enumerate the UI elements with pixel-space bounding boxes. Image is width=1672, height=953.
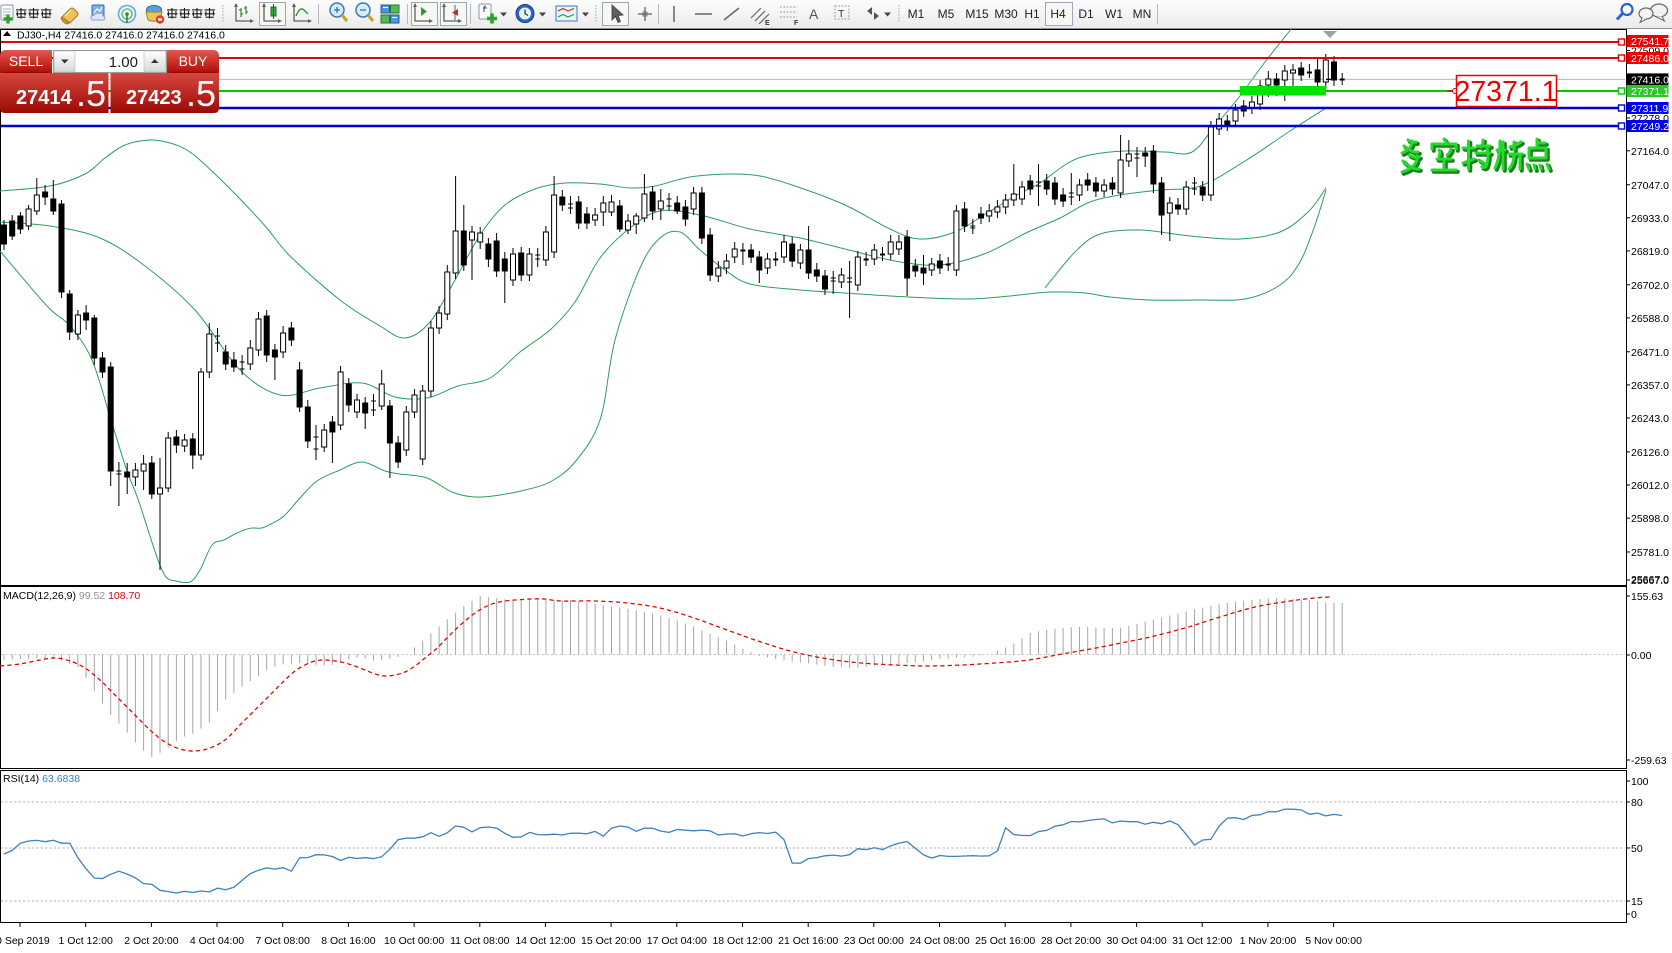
- svg-text:15 Oct 20:00: 15 Oct 20:00: [581, 935, 641, 947]
- svg-text:28 Oct 20:00: 28 Oct 20:00: [1041, 935, 1101, 947]
- svg-text:4 Oct 04:00: 4 Oct 04:00: [190, 935, 244, 947]
- svg-text:23 Oct 00:00: 23 Oct 00:00: [844, 935, 904, 947]
- svg-text:14 Oct 12:00: 14 Oct 12:00: [515, 935, 575, 947]
- svg-text:H1: H1: [1024, 7, 1040, 21]
- svg-text:27249.2: 27249.2: [1631, 121, 1669, 133]
- svg-text:T: T: [838, 8, 845, 20]
- svg-text:RSI(14) 63.6838: RSI(14) 63.6838: [3, 773, 80, 785]
- svg-text:F: F: [794, 20, 799, 27]
- svg-text:M5: M5: [938, 7, 955, 21]
- svg-text:27416.0: 27416.0: [1631, 75, 1669, 87]
- svg-text:15: 15: [1631, 896, 1643, 908]
- svg-text:24 Oct 08:00: 24 Oct 08:00: [909, 935, 969, 947]
- svg-text:26126.0: 26126.0: [1631, 447, 1669, 459]
- svg-text:100: 100: [1631, 776, 1649, 788]
- svg-text:0.00: 0.00: [1631, 650, 1652, 662]
- svg-text:155.63: 155.63: [1631, 591, 1663, 603]
- svg-text:26588.0: 26588.0: [1631, 313, 1669, 325]
- svg-text:18 Oct 12:00: 18 Oct 12:00: [712, 935, 772, 947]
- svg-text:27047.0: 27047.0: [1631, 180, 1669, 192]
- svg-text:26933.0: 26933.0: [1631, 213, 1669, 225]
- svg-text:D1: D1: [1078, 7, 1094, 21]
- svg-text:25667.0: 25667.0: [1631, 575, 1669, 587]
- svg-text:26012.0: 26012.0: [1631, 480, 1669, 492]
- svg-text:5 Nov 00:00: 5 Nov 00:00: [1305, 935, 1362, 947]
- svg-text:SELL: SELL: [9, 53, 43, 69]
- svg-text:8 Oct 16:00: 8 Oct 16:00: [321, 935, 375, 947]
- svg-text:.5: .5: [186, 73, 216, 114]
- svg-text:M1: M1: [908, 7, 925, 21]
- svg-text:27414: 27414: [16, 87, 72, 109]
- svg-text:80: 80: [1631, 797, 1643, 809]
- svg-text:MACD(12,26,9) 99.52 108.70: MACD(12,26,9) 99.52 108.70: [3, 590, 140, 602]
- svg-text:DJ30-,H4 27416.0 27416.0 2741: DJ30-,H4 27416.0 27416.0 27416.0 27416.0: [17, 30, 225, 42]
- svg-text:26702.0: 26702.0: [1631, 280, 1669, 292]
- svg-text:21 Oct 16:00: 21 Oct 16:00: [778, 935, 838, 947]
- svg-text:27371.1: 27371.1: [1631, 86, 1669, 98]
- svg-text:1 Nov 20:00: 1 Nov 20:00: [1240, 935, 1297, 947]
- svg-text:26819.0: 26819.0: [1631, 246, 1669, 258]
- svg-text:H4: H4: [1050, 7, 1066, 21]
- svg-text:27371.1: 27371.1: [1454, 76, 1557, 108]
- svg-text:27311.9: 27311.9: [1631, 103, 1668, 115]
- svg-text:30 Oct 04:00: 30 Oct 04:00: [1107, 935, 1167, 947]
- svg-text:26243.0: 26243.0: [1631, 413, 1669, 425]
- svg-text:7 Oct 08:00: 7 Oct 08:00: [256, 935, 310, 947]
- svg-text:27164.0: 27164.0: [1631, 146, 1669, 158]
- svg-text:0: 0: [1631, 909, 1637, 921]
- svg-text:W1: W1: [1105, 7, 1123, 21]
- svg-text:2 Oct 20:00: 2 Oct 20:00: [124, 935, 178, 947]
- svg-text:26471.0: 26471.0: [1631, 347, 1669, 359]
- svg-text:A: A: [809, 6, 819, 22]
- svg-text:25 Oct 16:00: 25 Oct 16:00: [975, 935, 1035, 947]
- svg-text:27486.0: 27486.0: [1631, 53, 1669, 65]
- svg-text:30 Sep 2019: 30 Sep 2019: [0, 935, 50, 947]
- svg-text:.5: .5: [76, 73, 106, 114]
- svg-text:31 Oct 12:00: 31 Oct 12:00: [1172, 935, 1232, 947]
- svg-text:27541.7: 27541.7: [1631, 36, 1669, 48]
- svg-text:50: 50: [1631, 843, 1643, 855]
- svg-text:BUY: BUY: [179, 53, 208, 69]
- svg-text:M30: M30: [994, 7, 1018, 21]
- svg-text:1 Oct 12:00: 1 Oct 12:00: [59, 935, 113, 947]
- svg-text:27423: 27423: [126, 87, 182, 109]
- svg-text:M15: M15: [965, 7, 989, 21]
- svg-text:26357.0: 26357.0: [1631, 380, 1669, 392]
- svg-text:10 Oct 00:00: 10 Oct 00:00: [384, 935, 444, 947]
- svg-text:25667.0: 25667.0: [1631, 574, 1669, 586]
- svg-text:MN: MN: [1133, 7, 1152, 21]
- svg-text:11 Oct 08:00: 11 Oct 08:00: [450, 935, 510, 947]
- svg-text:25898.0: 25898.0: [1631, 513, 1669, 525]
- svg-text:-259.63: -259.63: [1631, 755, 1667, 767]
- svg-text:1.00: 1.00: [109, 54, 138, 71]
- svg-text:E: E: [765, 20, 770, 27]
- svg-text:17 Oct 04:00: 17 Oct 04:00: [647, 935, 707, 947]
- svg-text:25781.0: 25781.0: [1631, 547, 1669, 559]
